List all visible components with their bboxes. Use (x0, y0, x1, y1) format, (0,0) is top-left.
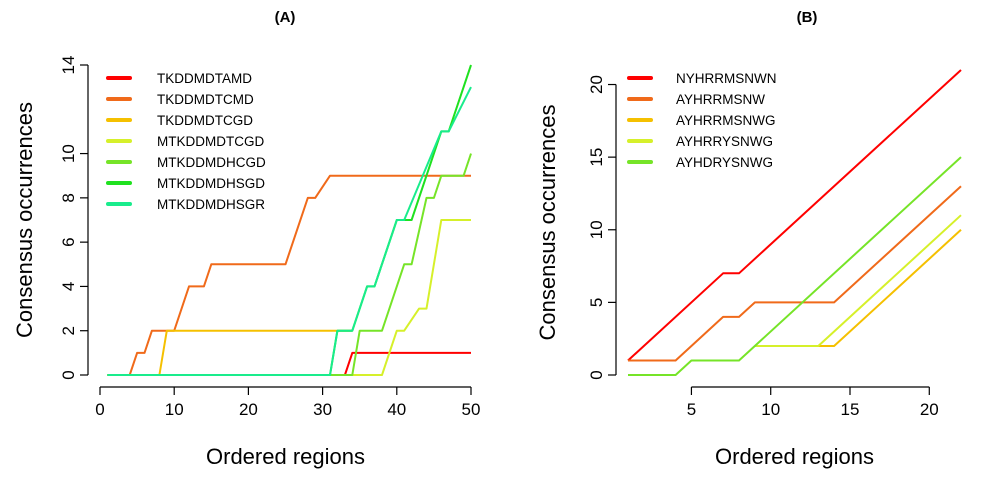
y-tick-label-a: 0 (59, 370, 78, 379)
x-axis-label-b: Ordered regions (715, 444, 874, 469)
x-tick-label-a: 10 (165, 400, 184, 419)
x-tick-label-b: 15 (841, 400, 860, 419)
legend-entry-a-4: MTKDDMDHCGD (157, 155, 266, 170)
y-tick-label-a: 6 (59, 237, 78, 246)
y-tick-label-b: 0 (587, 370, 606, 379)
series-line-a-1 (107, 174, 471, 376)
legend-entry-b-1: AYHRRMSNW (676, 92, 765, 107)
series-line-b-3 (754, 214, 962, 347)
chart-title-a: (A) (275, 9, 296, 26)
x-tick-label-a: 0 (95, 400, 104, 419)
x-tick-label-b: 5 (687, 400, 696, 419)
chart-title-b: (B) (797, 9, 818, 26)
y-axis-label-a: Consensus occurrences (12, 102, 37, 338)
series-line-b-2 (754, 229, 962, 347)
x-tick-label-a: 40 (387, 400, 406, 419)
x-tick-label-b: 20 (920, 400, 939, 419)
y-tick-label-b: 10 (587, 220, 606, 239)
legend-entry-a-3: MTKDDMDTCGD (157, 134, 264, 149)
series-line-b-1 (628, 185, 962, 362)
y-tick-label-b: 15 (587, 148, 606, 167)
y-axis-label-b: Consensus occurrences (535, 104, 560, 340)
legend-entry-b-3: AYHRRYSNWG (676, 134, 773, 149)
legend-entry-a-2: TKDDMDTCGD (157, 113, 253, 128)
y-tick-label-a: 14 (59, 56, 78, 75)
legend-entry-a-0: TKDDMDTAMD (157, 71, 252, 86)
y-tick-label-b: 5 (587, 298, 606, 307)
legend-entry-b-2: AYHRRMSNWG (676, 113, 776, 128)
y-tick-label-a: 10 (59, 144, 78, 163)
panel-a: (A) 0 2 4 6 8 10 14 0 10 20 30 40 50 Ordered regions Co… (12, 9, 480, 469)
series-line-b-0 (627, 69, 962, 362)
x-tick-label-a: 30 (313, 400, 332, 419)
y-tick-label-b: 20 (587, 75, 606, 94)
x-tick-label-a: 50 (462, 400, 481, 419)
legend-entry-b-4: AYHDRYSNWG (676, 155, 773, 170)
series-line-b-4 (628, 156, 962, 376)
x-tick-label-a: 20 (239, 400, 258, 419)
x-tick-label-b: 10 (761, 400, 780, 419)
series-line-a-4 (107, 153, 472, 376)
series-line-a-6 (107, 86, 472, 376)
y-tick-label-a: 4 (59, 282, 78, 291)
x-axis-label-a: Ordered regions (206, 444, 365, 469)
legend-entry-a-1: TKDDMDTCMD (157, 92, 254, 107)
y-tick-label-a: 8 (59, 193, 78, 202)
series-line-a-3 (107, 219, 471, 376)
panel-b: (B) 0 5 10 15 20 5 10 15 20 Ordered regions Consens… (535, 9, 962, 469)
legend-entry-b-0: NYHRRMSNWN (676, 71, 777, 86)
legend-entry-a-5: MTKDDMDHSGD (157, 176, 265, 191)
y-tick-label-a: 2 (59, 326, 78, 335)
series-line-a-5 (107, 64, 472, 376)
legend-entry-a-6: MTKDDMDHSGR (157, 197, 265, 212)
